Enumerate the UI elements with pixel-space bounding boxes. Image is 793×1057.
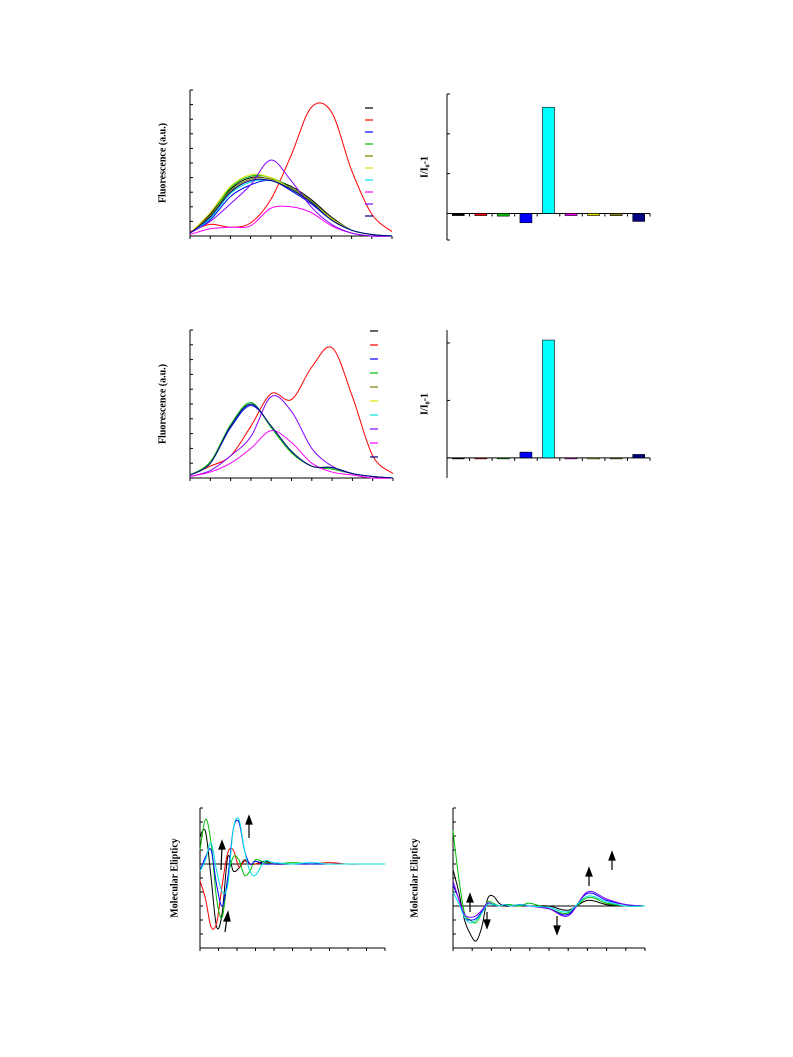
curve: [452, 891, 646, 924]
bar: [519, 451, 533, 459]
curve: [199, 817, 385, 895]
bar: [609, 213, 623, 216]
bar: [474, 213, 488, 216]
bar: [519, 213, 533, 224]
curve: [199, 819, 385, 907]
bar: [542, 106, 555, 214]
curve: [189, 402, 394, 479]
bar: [587, 457, 600, 460]
curve: [189, 403, 394, 479]
y-axis-label: Molecular Elipticy: [409, 838, 420, 918]
bar: [632, 213, 646, 222]
curve: [189, 403, 394, 479]
curve: [189, 403, 394, 479]
bar: [587, 213, 600, 216]
y-axis-label: Fluorescence (a.u.): [157, 123, 168, 203]
curve: [189, 205, 393, 237]
bar: [564, 213, 578, 216]
bar: [632, 454, 646, 459]
bar: [474, 457, 488, 460]
bar: [451, 213, 465, 216]
bar: [564, 457, 578, 460]
curve: [189, 102, 393, 233]
bar: [497, 213, 510, 217]
bar: [497, 457, 510, 460]
y-axis-label: Molecular Elipticy: [169, 838, 180, 918]
curve: [199, 818, 385, 919]
bar: [609, 457, 623, 460]
curve: [189, 403, 394, 479]
arrows: [218, 814, 616, 936]
y-axis-label: I/I₀-1: [419, 393, 430, 415]
bar: [451, 457, 465, 460]
y-axis-label: Fluorescence (a.u.): [157, 364, 168, 444]
curve: [189, 403, 394, 479]
y-axis-label: I/I₀-1: [419, 156, 430, 178]
curve: [189, 430, 394, 479]
curve: [452, 869, 646, 942]
curve: [189, 178, 393, 237]
curve: [189, 159, 393, 237]
curve: [189, 395, 394, 479]
curve: [189, 404, 394, 479]
bar: [542, 339, 555, 459]
